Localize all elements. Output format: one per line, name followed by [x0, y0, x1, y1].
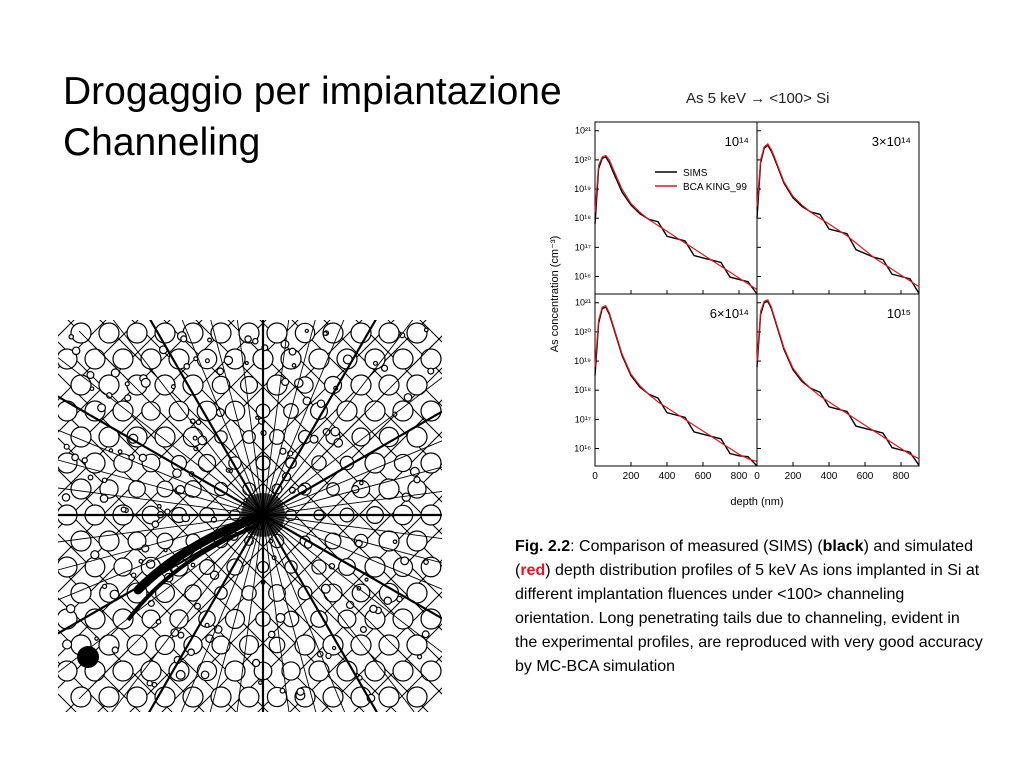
chart-panel: 10¹⁶ 10¹⁷ 10¹⁸ 10¹⁹ 10²⁰ 10²¹ 10¹⁴ SIMS BCA KING… — [574, 122, 757, 294]
series-line-bca — [595, 156, 757, 290]
y-tick-label: 10²¹ — [575, 126, 591, 136]
panel-fluence-label: 10¹⁵ — [887, 306, 911, 321]
figure-caption: Fig. 2.2: Comparison of measured (SIMS) … — [515, 535, 985, 679]
y-tick-label: 10¹⁷ — [575, 414, 591, 424]
y-tick-label: 10¹⁶ — [574, 272, 591, 282]
panel-fluence-label: 10¹⁴ — [725, 134, 749, 149]
depth-profile-charts: 10¹⁶ 10¹⁷ 10¹⁸ 10¹⁹ 10²⁰ 10²¹ 10¹⁴ SIMS BCA KING… — [540, 110, 940, 520]
title-line-1: Drogaggio per impiantazione — [63, 66, 562, 117]
y-tick-label: 10¹⁹ — [574, 184, 591, 194]
slide-title: Drogaggio per impiantazione Channeling — [63, 66, 562, 168]
x-tick-label: 0 — [592, 471, 598, 482]
panel-fluence-label: 6×10¹⁴ — [710, 306, 749, 321]
series-line-bca — [595, 306, 757, 462]
y-tick-label: 10²⁰ — [574, 155, 591, 165]
series-line-sims — [595, 307, 757, 466]
series-line-sims — [757, 301, 919, 465]
x-tick-label: 600 — [857, 471, 874, 482]
chart-panel: 0 200 400 600 800 10¹⁶ 10¹⁷ 10¹⁸ 10¹⁹ 10²⁰ 10²¹ 6×1… — [574, 294, 757, 482]
series-line-bca — [757, 300, 919, 459]
y-tick-label: 10¹⁶ — [574, 444, 591, 454]
caption-red-word: red — [520, 562, 545, 579]
y-tick-label: 10¹⁷ — [575, 242, 591, 252]
x-tick-label: 200 — [785, 471, 802, 482]
x-axis-label: depth (nm) — [730, 496, 783, 508]
ion-atom-icon — [77, 646, 99, 668]
x-tick-label: 600 — [695, 471, 712, 482]
x-tick-label: 400 — [821, 471, 838, 482]
y-tick-label: 10²¹ — [575, 298, 591, 308]
x-tick-label: 200 — [623, 471, 640, 482]
series-line-bca — [757, 144, 919, 287]
x-tick-label: 0 — [754, 471, 760, 482]
chart-title: As 5 keV → <100> Si — [686, 90, 829, 107]
caption-black-word: black — [823, 538, 864, 555]
channeling-lattice-illustration — [58, 320, 442, 712]
legend-bca-label: BCA KING_99 — [683, 182, 747, 193]
chart-panel: 0 200 400 600 800 10¹⁵ — [754, 294, 919, 482]
caption-text-1: : Comparison of measured (SIMS) ( — [570, 538, 823, 555]
title-line-2: Channeling — [63, 117, 562, 168]
y-tick-label: 10¹⁹ — [574, 356, 591, 366]
y-tick-label: 10²⁰ — [574, 327, 591, 337]
y-tick-label: 10¹⁸ — [574, 213, 591, 223]
caption-fig-label: Fig. 2.2 — [515, 538, 570, 555]
y-axis-label: As concentration (cm⁻³) — [549, 236, 561, 352]
caption-text-3: ) depth distribution profiles of 5 keV A… — [515, 562, 983, 675]
y-tick-label: 10¹⁸ — [574, 385, 591, 395]
x-tick-label: 400 — [659, 471, 676, 482]
x-tick-label: 800 — [893, 471, 910, 482]
legend-sims-label: SIMS — [683, 168, 708, 179]
x-tick-label: 800 — [731, 471, 748, 482]
panel-fluence-label: 3×10¹⁴ — [872, 134, 911, 149]
chart-panel: 3×10¹⁴ — [757, 122, 919, 294]
